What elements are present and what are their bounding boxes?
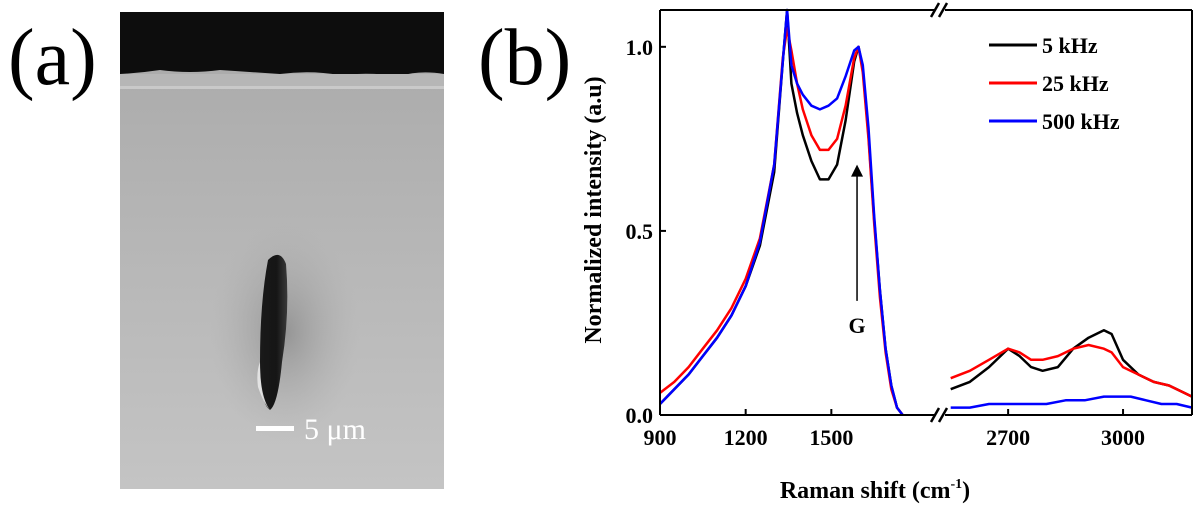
micrograph: 5 μm bbox=[120, 12, 444, 489]
series-line-5-khz-seg2 bbox=[950, 329, 1193, 398]
legend-label-2: 25 kHz bbox=[1042, 71, 1109, 96]
y-axis-label: Normalized intensity (a.u) bbox=[581, 76, 607, 343]
annotation-arrow-head bbox=[851, 164, 864, 177]
x-tick-label-1500: 1500 bbox=[809, 425, 853, 450]
y-tick-label-0.0: 0.0 bbox=[626, 403, 654, 428]
micrograph-image: 5 μm bbox=[120, 12, 444, 489]
series-line-500-khz-seg2 bbox=[950, 395, 1193, 409]
legend-label-3: 500 kHz bbox=[1042, 109, 1120, 134]
x-axis-label-superscript: -1 bbox=[950, 477, 962, 492]
break-mark-top-stroke-2 bbox=[937, 2, 949, 18]
chart-ticks: 900 1200 1500 2700 3000 0.0 0.5 1.0 bbox=[626, 35, 1146, 450]
series-line-500-khz-seg1 bbox=[659, 8, 904, 416]
x-tick-label-3000: 3000 bbox=[1101, 425, 1145, 450]
break-mark-top-stroke-1 bbox=[929, 2, 941, 18]
panel-label-a: (a) bbox=[8, 14, 97, 102]
raman-chart: 900 1200 1500 2700 3000 0.0 0.5 1.0 5 kHz 25 kHz… bbox=[581, 2, 1193, 504]
x-axis-label: Raman shift (cm-1) bbox=[780, 477, 970, 504]
annotation-label-g: G bbox=[848, 313, 865, 338]
x-tick-label-900: 900 bbox=[644, 425, 677, 450]
x-tick-label-2700: 2700 bbox=[986, 425, 1030, 450]
break-mark-bottom-stroke-2 bbox=[937, 407, 949, 423]
chart-axes bbox=[659, 2, 1193, 423]
panel-label-b: (b) bbox=[478, 14, 572, 102]
y-tick-label-0.5: 0.5 bbox=[626, 219, 654, 244]
scale-bar bbox=[256, 426, 294, 431]
break-mark-bottom bbox=[929, 407, 949, 423]
scale-bar-label: 5 μm bbox=[304, 413, 366, 446]
series-line-25-khz-seg2 bbox=[950, 343, 1193, 398]
break-mark-bottom-stroke-1 bbox=[929, 407, 941, 423]
y-tick-label-1.0: 1.0 bbox=[626, 35, 654, 60]
x-axis-label-suffix: ) bbox=[962, 478, 970, 504]
break-mark-top bbox=[929, 2, 949, 18]
chart-legend: 5 kHz 25 kHz 500 kHz bbox=[989, 33, 1120, 134]
x-tick-label-1200: 1200 bbox=[724, 425, 768, 450]
plot-series-group bbox=[659, 8, 1193, 416]
g-peak-annotation: G bbox=[848, 164, 866, 338]
legend-label-1: 5 kHz bbox=[1042, 33, 1098, 58]
x-axis-label-main: Raman shift (cm bbox=[780, 478, 951, 504]
